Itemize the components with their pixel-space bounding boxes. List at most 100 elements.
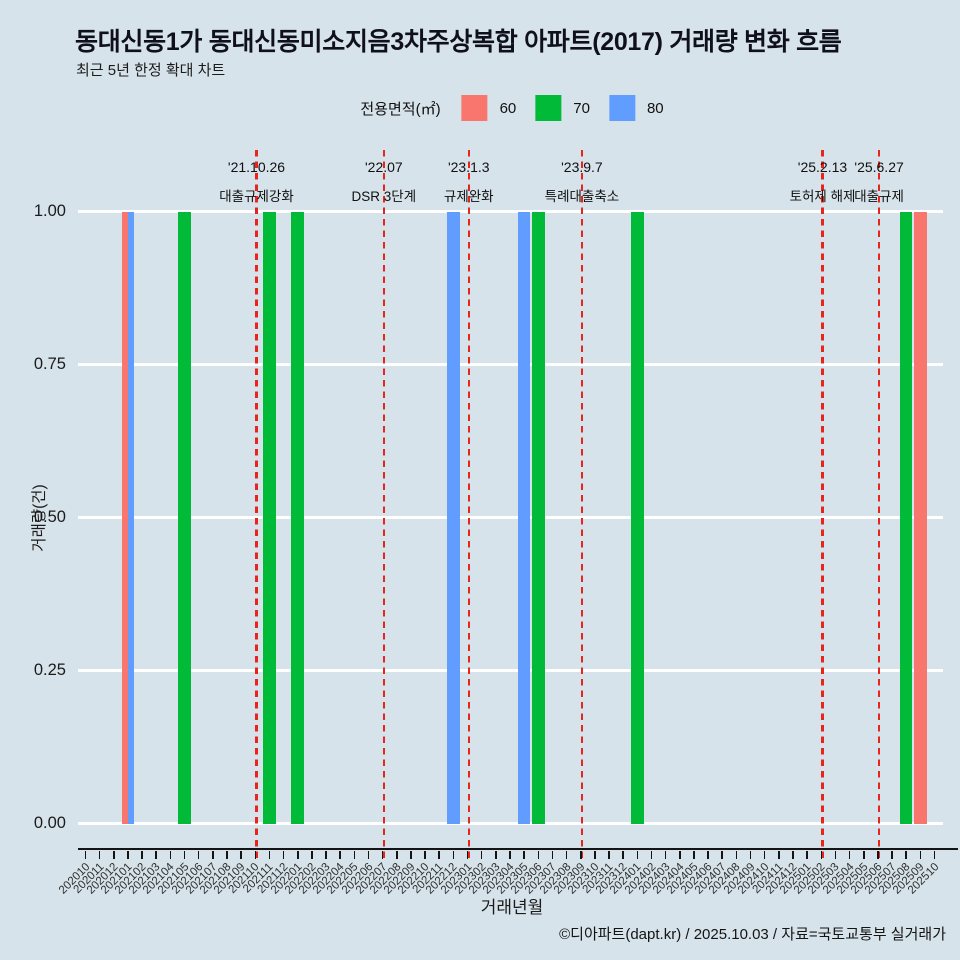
x-tick [877, 851, 879, 859]
annotation-label: 대출규제 [854, 189, 904, 204]
x-tick [608, 851, 610, 859]
annotation-date: '21.10.26 [227, 159, 286, 175]
x-tick [381, 851, 384, 859]
x-tick [84, 851, 87, 859]
x-tick [622, 851, 624, 859]
x-tick [141, 851, 143, 859]
x-tick [721, 851, 724, 859]
annotation-date: '22.07 [364, 159, 403, 175]
x-tick [353, 851, 356, 859]
x-tick [679, 851, 681, 859]
x-tick [792, 851, 794, 859]
bar-202509-60m2 [914, 211, 927, 824]
x-tick [509, 851, 511, 859]
x-tick [806, 851, 808, 859]
x-tick [127, 851, 129, 859]
x-tick [169, 851, 172, 859]
x-tick [693, 851, 695, 859]
x-tick [296, 851, 299, 859]
x-tick [933, 851, 936, 859]
x-tick [480, 851, 483, 859]
annotation-label: 규제완화 [443, 189, 494, 204]
x-tick [551, 851, 554, 859]
x-tick [226, 851, 228, 859]
x-tick [452, 851, 455, 859]
legend-swatch-80 [608, 95, 635, 121]
x-tick [763, 851, 766, 859]
x-tick [325, 851, 327, 859]
legend-item-label: 70 [573, 99, 590, 117]
footer-credit: ©디아파트(dapt.kr) / 2025.10.03 / 자료=국토교통부 실… [559, 926, 946, 943]
x-tick [862, 851, 865, 859]
bar-202105-70m2 [178, 211, 191, 824]
x-tick [212, 851, 214, 859]
x-tick [891, 851, 893, 859]
y-tick-label: 0.25 [33, 660, 66, 679]
bar-202101-80m2 [127, 211, 135, 824]
gridline-0.75 [78, 363, 943, 366]
policy-line-202502 [821, 150, 824, 862]
annotation-label: 토허제 해제 [789, 189, 856, 204]
x-tick [664, 851, 667, 859]
gridline-0.50 [78, 516, 943, 519]
y-axis-title: 거래량(건) [31, 484, 48, 552]
x-tick [240, 851, 242, 859]
x-tick [424, 851, 426, 859]
x-tick [650, 851, 653, 859]
x-tick [254, 851, 257, 859]
legend-item-60: 60 [461, 95, 516, 121]
page-title: 동대신동1가 동대신동미소지음3차주상복합 아파트(2017) 거래량 변화 흐… [75, 28, 842, 56]
legend-swatch-70 [535, 95, 562, 121]
x-tick [636, 851, 639, 859]
annotation-date: '25.2.13 [797, 159, 848, 175]
x-tick [735, 851, 738, 859]
bar-202212-80m2 [447, 211, 460, 824]
x-tick [98, 851, 101, 859]
x-tick [565, 851, 568, 859]
legend-item-80: 80 [608, 95, 664, 121]
y-tick-label: 1.00 [33, 201, 66, 220]
x-tick [311, 851, 313, 859]
policy-line-202207 [382, 150, 386, 862]
x-axis-line [78, 848, 958, 850]
x-tick [848, 851, 851, 859]
bar-202201-70m2 [291, 211, 305, 824]
x-tick [707, 851, 709, 859]
annotation-label: 대출규제강화 [219, 189, 294, 204]
policy-line-202506 [877, 150, 881, 862]
x-tick [396, 851, 398, 859]
x-tick [820, 851, 823, 859]
bar-202305-80m2 [517, 211, 531, 824]
annotation-date: '25.6.27 [854, 159, 904, 175]
policy-line-202301 [467, 150, 470, 862]
x-tick [197, 851, 200, 859]
policy-line-202309 [580, 150, 584, 862]
page-subtitle: 최근 5년 한정 확대 차트 [76, 62, 226, 79]
x-tick [579, 851, 582, 859]
x-tick [749, 851, 752, 859]
x-tick [495, 851, 497, 859]
annotation-label: DSR 3단계 [351, 189, 417, 204]
y-tick-label: 0.75 [33, 354, 66, 373]
x-tick [367, 851, 370, 859]
legend-item-label: 80 [646, 99, 664, 117]
x-tick [834, 851, 837, 859]
y-tick-label: 0.50 [33, 507, 66, 526]
x-tick [410, 851, 412, 859]
legend: 전용면적(㎡) 60 70 80 [360, 93, 664, 123]
bar-202101-60m2 [121, 211, 128, 824]
x-tick [523, 851, 525, 859]
gridline-0.00 [78, 822, 943, 825]
gridline-1.00 [78, 210, 943, 213]
x-tick [905, 851, 907, 859]
bar-202111-70m2 [263, 211, 276, 824]
x-axis-title: 거래년월 [480, 898, 544, 917]
bar-202306-70m2 [532, 211, 545, 824]
legend-item-70: 70 [535, 95, 590, 121]
x-tick [919, 851, 922, 859]
annotation-date: '23.1.3 [447, 159, 490, 175]
x-tick [438, 851, 441, 859]
x-tick [268, 851, 271, 859]
x-tick [778, 851, 780, 859]
